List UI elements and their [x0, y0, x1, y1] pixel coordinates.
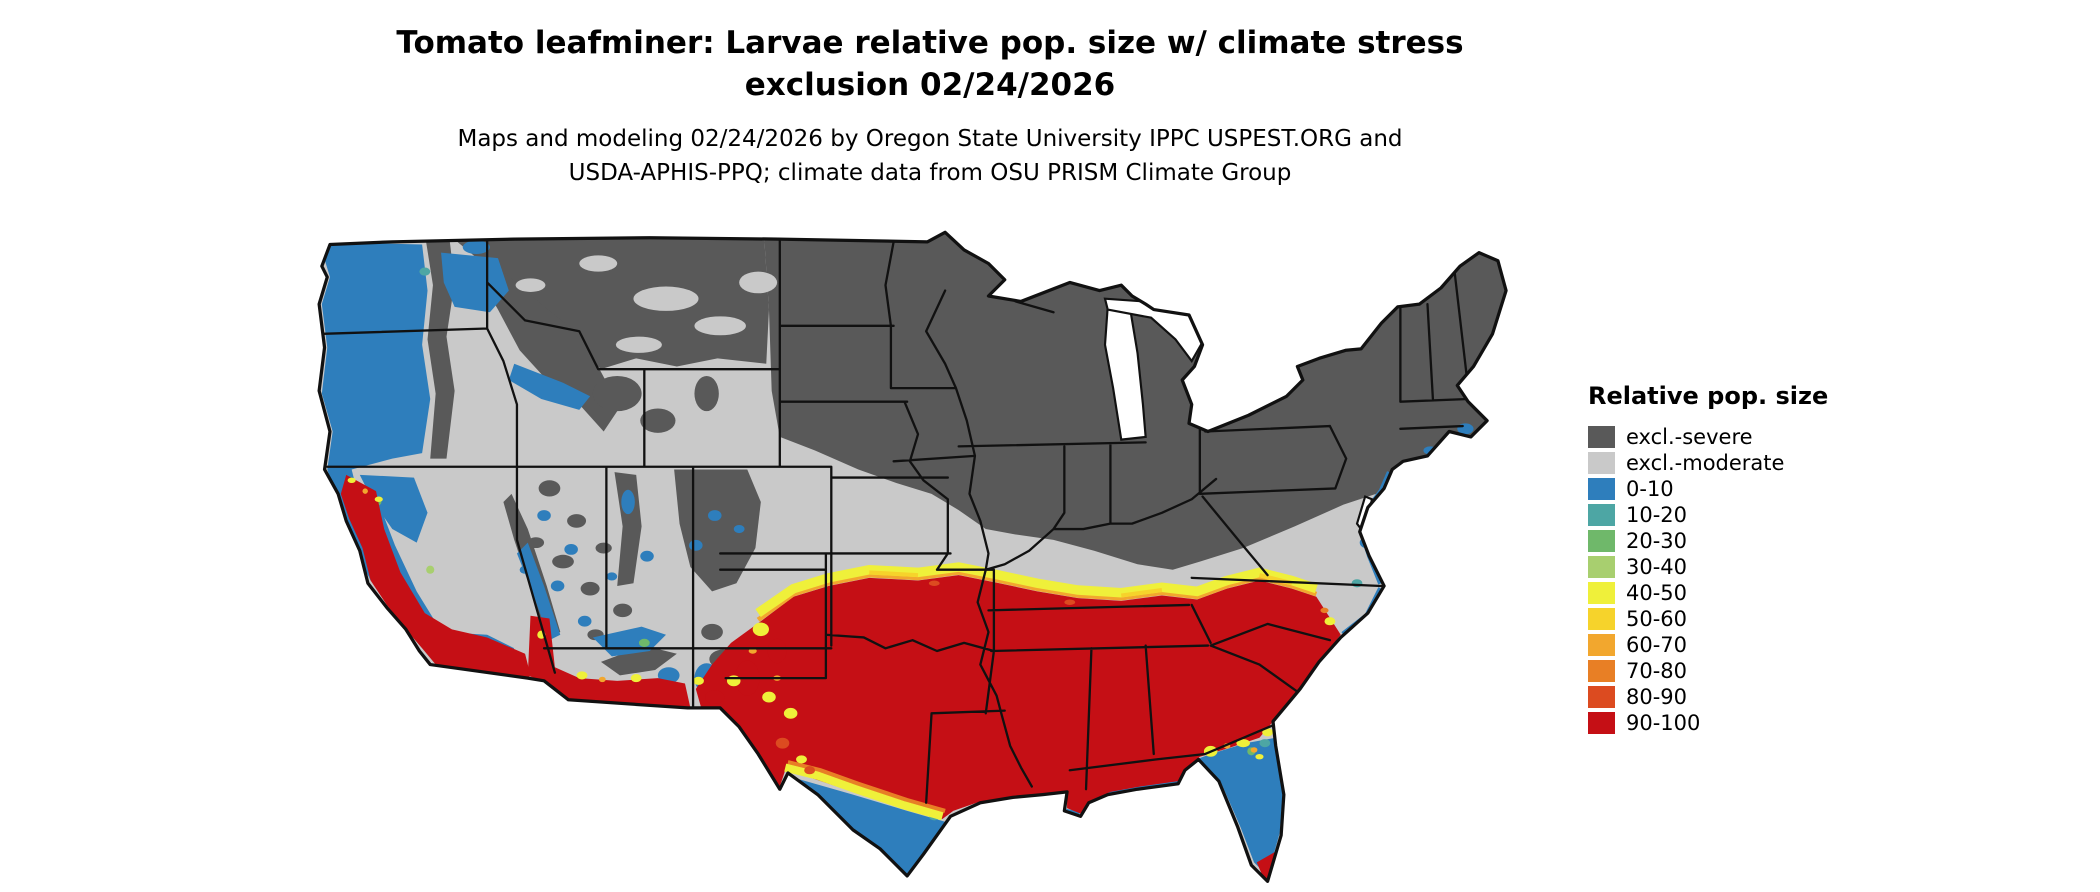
legend-swatch	[1588, 426, 1615, 448]
map-legend: Relative pop. size excl.-severe excl.-mo…	[1588, 382, 1888, 736]
legend-swatch	[1588, 478, 1615, 500]
legend-swatch	[1588, 686, 1615, 708]
legend-swatch	[1588, 452, 1615, 474]
legend-item: 80-90	[1588, 684, 1888, 710]
lake-michigan	[1103, 302, 1147, 441]
legend-item: 70-80	[1588, 658, 1888, 684]
legend-label: excl.-severe	[1626, 425, 1753, 449]
legend-label: 20-30	[1626, 529, 1688, 553]
subtitle-line-2: USDA-APHIS-PPQ; climate data from OSU PR…	[568, 160, 1292, 186]
legend-label: 80-90	[1626, 685, 1688, 709]
us-outline	[317, 230, 1508, 883]
legend-item: 10-20	[1588, 502, 1888, 528]
legend-label: 40-50	[1626, 581, 1688, 605]
legend-label: 70-80	[1626, 659, 1688, 683]
legend-label: 30-40	[1626, 555, 1688, 579]
title-line-1: Tomato leafminer: Larvae relative pop. s…	[396, 25, 1464, 61]
us-choropleth-map	[311, 228, 1544, 892]
legend-item: 30-40	[1588, 554, 1888, 580]
legend-swatch	[1588, 556, 1615, 578]
legend-swatch	[1588, 582, 1615, 604]
legend-label: 90-100	[1626, 711, 1701, 735]
legend-swatch	[1588, 608, 1615, 630]
legend-swatch	[1588, 504, 1615, 526]
legend-item: 60-70	[1588, 632, 1888, 658]
us-map-svg	[317, 230, 1508, 883]
legend-item: 20-30	[1588, 528, 1888, 554]
legend-swatch	[1588, 634, 1615, 656]
subtitle-line-1: Maps and modeling 02/24/2026 by Oregon S…	[457, 126, 1403, 152]
legend-label: 10-20	[1626, 503, 1688, 527]
legend-label: 0-10	[1626, 477, 1674, 501]
legend-swatch	[1588, 712, 1615, 734]
page-title: Tomato leafminer: Larvae relative pop. s…	[0, 22, 1860, 106]
legend-item: 40-50	[1588, 580, 1888, 606]
legend-label: 60-70	[1626, 633, 1688, 657]
legend-label: 50-60	[1626, 607, 1688, 631]
legend-swatch	[1588, 530, 1615, 552]
legend-item: 90-100	[1588, 710, 1888, 736]
legend-item: excl.-severe	[1588, 424, 1888, 450]
legend-title: Relative pop. size	[1588, 382, 1829, 410]
map-fill-layers	[319, 232, 1507, 882]
legend-item: 0-10	[1588, 476, 1888, 502]
title-line-2: exclusion 02/24/2026	[744, 67, 1116, 103]
legend-swatch	[1588, 660, 1615, 682]
state-borders	[319, 237, 1470, 804]
legend-label: excl.-moderate	[1626, 451, 1785, 475]
legend-item: 50-60	[1588, 606, 1888, 632]
legend-item: excl.-moderate	[1588, 450, 1888, 476]
map-subtitle: Maps and modeling 02/24/2026 by Oregon S…	[0, 122, 1860, 190]
